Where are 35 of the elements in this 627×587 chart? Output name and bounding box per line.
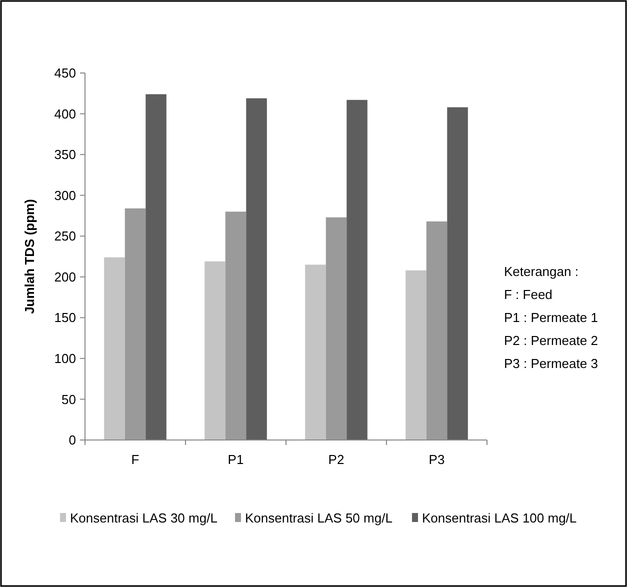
text: P1 : Permeate 1 — [504, 310, 598, 325]
x-tick-label: P1 — [228, 452, 244, 467]
x-tick-label: P2 — [328, 452, 344, 467]
x-tick-label: F — [131, 452, 140, 467]
text: F : Feed — [504, 287, 552, 302]
bar — [104, 257, 125, 440]
y-tick-label: 200 — [54, 269, 76, 284]
x-tick-label: P3 — [428, 452, 445, 467]
y-axis-title: Jumlah TDS (ppm) — [22, 199, 37, 314]
y-tick-label: 400 — [54, 106, 76, 122]
text: P3 : Permeate 3 — [504, 356, 598, 371]
bar — [447, 107, 468, 440]
bar — [204, 261, 226, 440]
legend-label: Konsentrasi LAS 30 mg/L — [70, 510, 218, 526]
y-tick-label: 300 — [54, 188, 76, 203]
y-tick-label: 250 — [54, 228, 76, 244]
bar — [305, 264, 326, 440]
bar — [246, 98, 267, 440]
bar — [406, 270, 426, 440]
text: Keterangan : — [504, 264, 578, 279]
y-tick-label: 350 — [54, 147, 76, 162]
bar — [124, 208, 146, 440]
y-tick-label: 450 — [54, 66, 76, 81]
y-tick-label: 50 — [62, 392, 76, 407]
y-tick-label: 100 — [54, 350, 76, 366]
bar — [326, 217, 347, 440]
y-tick-label: 0 — [68, 432, 76, 448]
y-tick-label: 150 — [54, 310, 76, 326]
text: P2 : Permeate 2 — [504, 333, 598, 348]
bar — [426, 221, 448, 440]
legend-label: Konsentrasi LAS 100 mg/L — [422, 510, 577, 526]
bar — [346, 100, 368, 440]
bar — [225, 212, 246, 440]
legend-label: Konsentrasi LAS 50 mg/L — [245, 510, 392, 526]
bar — [146, 94, 166, 440]
